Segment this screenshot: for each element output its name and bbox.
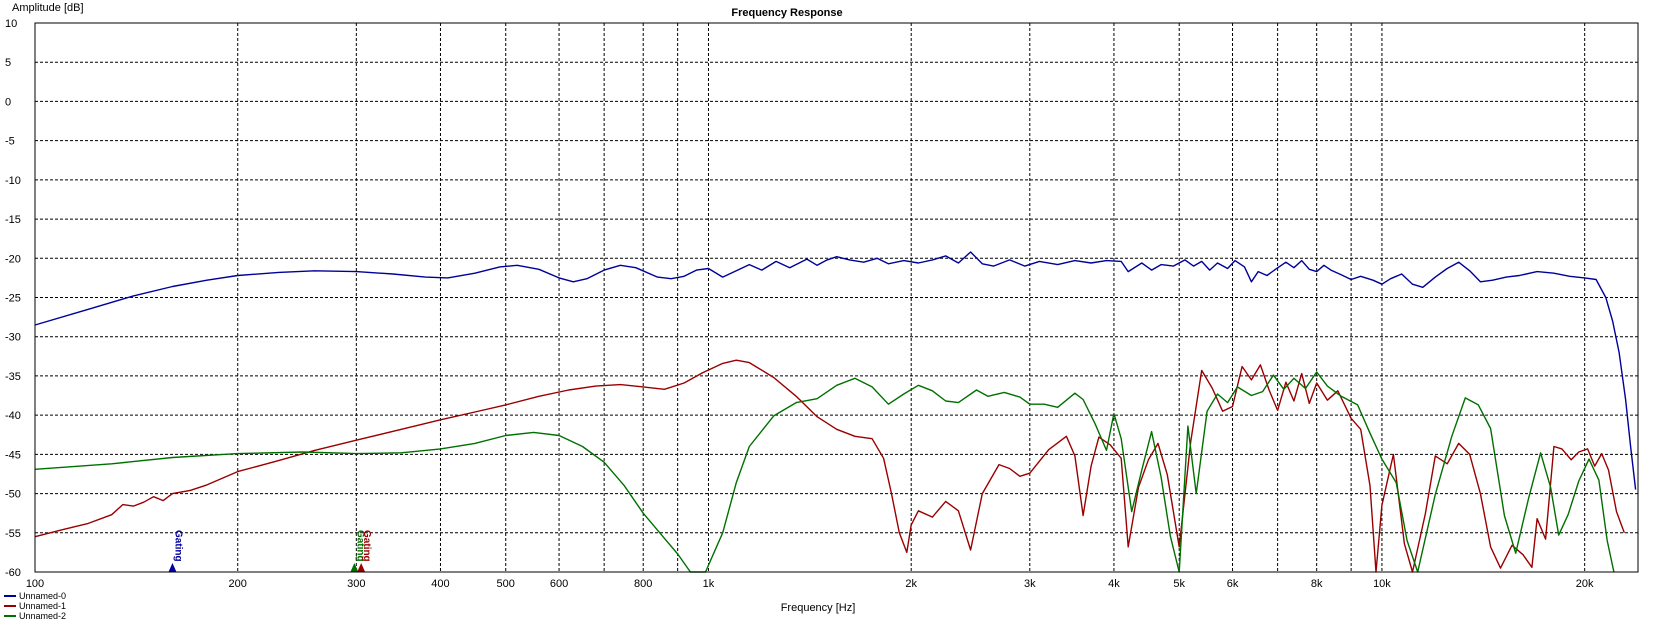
x-tick-label: 5k (1173, 578, 1185, 590)
y-tick-label: -35 (5, 371, 21, 383)
x-tick-label: 10k (1373, 578, 1391, 590)
gating-marker-triangle (168, 563, 177, 572)
x-tick-label: 20k (1576, 578, 1594, 590)
gating-marker-label: Gating (354, 530, 365, 562)
legend-entry: Unnamed-1 (19, 601, 66, 611)
x-tick-label: 100 (26, 578, 44, 590)
x-tick-label: 6k (1227, 578, 1239, 590)
x-axis-ticks: 100 200 300 400 500 600 800 1k 2k 3k 4k 5k 6k 8k 10k 20… (26, 578, 1594, 590)
x-tick-label: 8k (1311, 578, 1323, 590)
x-tick-label: 300 (347, 578, 365, 590)
gating-marker-triangle (350, 563, 359, 572)
x-tick-label: 800 (634, 578, 652, 590)
legend-entry: Unnamed-2 (19, 611, 66, 621)
legend-entry: Unnamed-0 (19, 591, 66, 601)
x-tick-label: 500 (497, 578, 515, 590)
series-line-unnamed-1 (34, 359, 1625, 573)
y-tick-label: 10 (5, 18, 17, 30)
x-axis-label: Frequency [Hz] (781, 602, 856, 614)
y-tick-label: -60 (5, 567, 21, 579)
y-tick-label: 0 (5, 96, 11, 108)
y-tick-label: -40 (5, 410, 21, 422)
y-tick-label: -10 (5, 175, 21, 187)
y-axis-label: Amplitude [dB] (12, 2, 84, 14)
plot-frame (34, 22, 1639, 573)
gating-marker-triangle (357, 563, 366, 572)
x-tick-label: 3k (1024, 578, 1036, 590)
series-line-unnamed-0 (34, 251, 1637, 490)
x-tick-label: 2k (905, 578, 917, 590)
chart-title: Frequency Response (731, 7, 842, 19)
y-tick-label: -15 (5, 214, 21, 226)
gating-marker-label: Gating (361, 530, 372, 562)
y-tick-label: -50 (5, 489, 21, 501)
y-tick-label: -25 (5, 293, 21, 305)
x-tick-label: 600 (550, 578, 568, 590)
y-tick-label: -45 (5, 449, 21, 461)
gating-marker-label: Gating (172, 530, 183, 562)
y-axis-ticks: 10 5 0 -5 -10 -15 -20 -25 -30 -35 -40 -45 -50 -55 -60 (5, 18, 21, 579)
x-tick-label: 4k (1108, 578, 1120, 590)
y-tick-label: -5 (5, 136, 15, 148)
series-group (34, 251, 1637, 573)
x-tick-label: 400 (431, 578, 449, 590)
y-tick-label: -20 (5, 253, 21, 265)
y-tick-label: -55 (5, 528, 21, 540)
x-tick-label: 1k (703, 578, 715, 590)
x-tick-label: 200 (229, 578, 247, 590)
y-tick-label: 5 (5, 57, 11, 69)
series-line-unnamed-2 (34, 371, 1615, 573)
y-tick-label: -30 (5, 332, 21, 344)
